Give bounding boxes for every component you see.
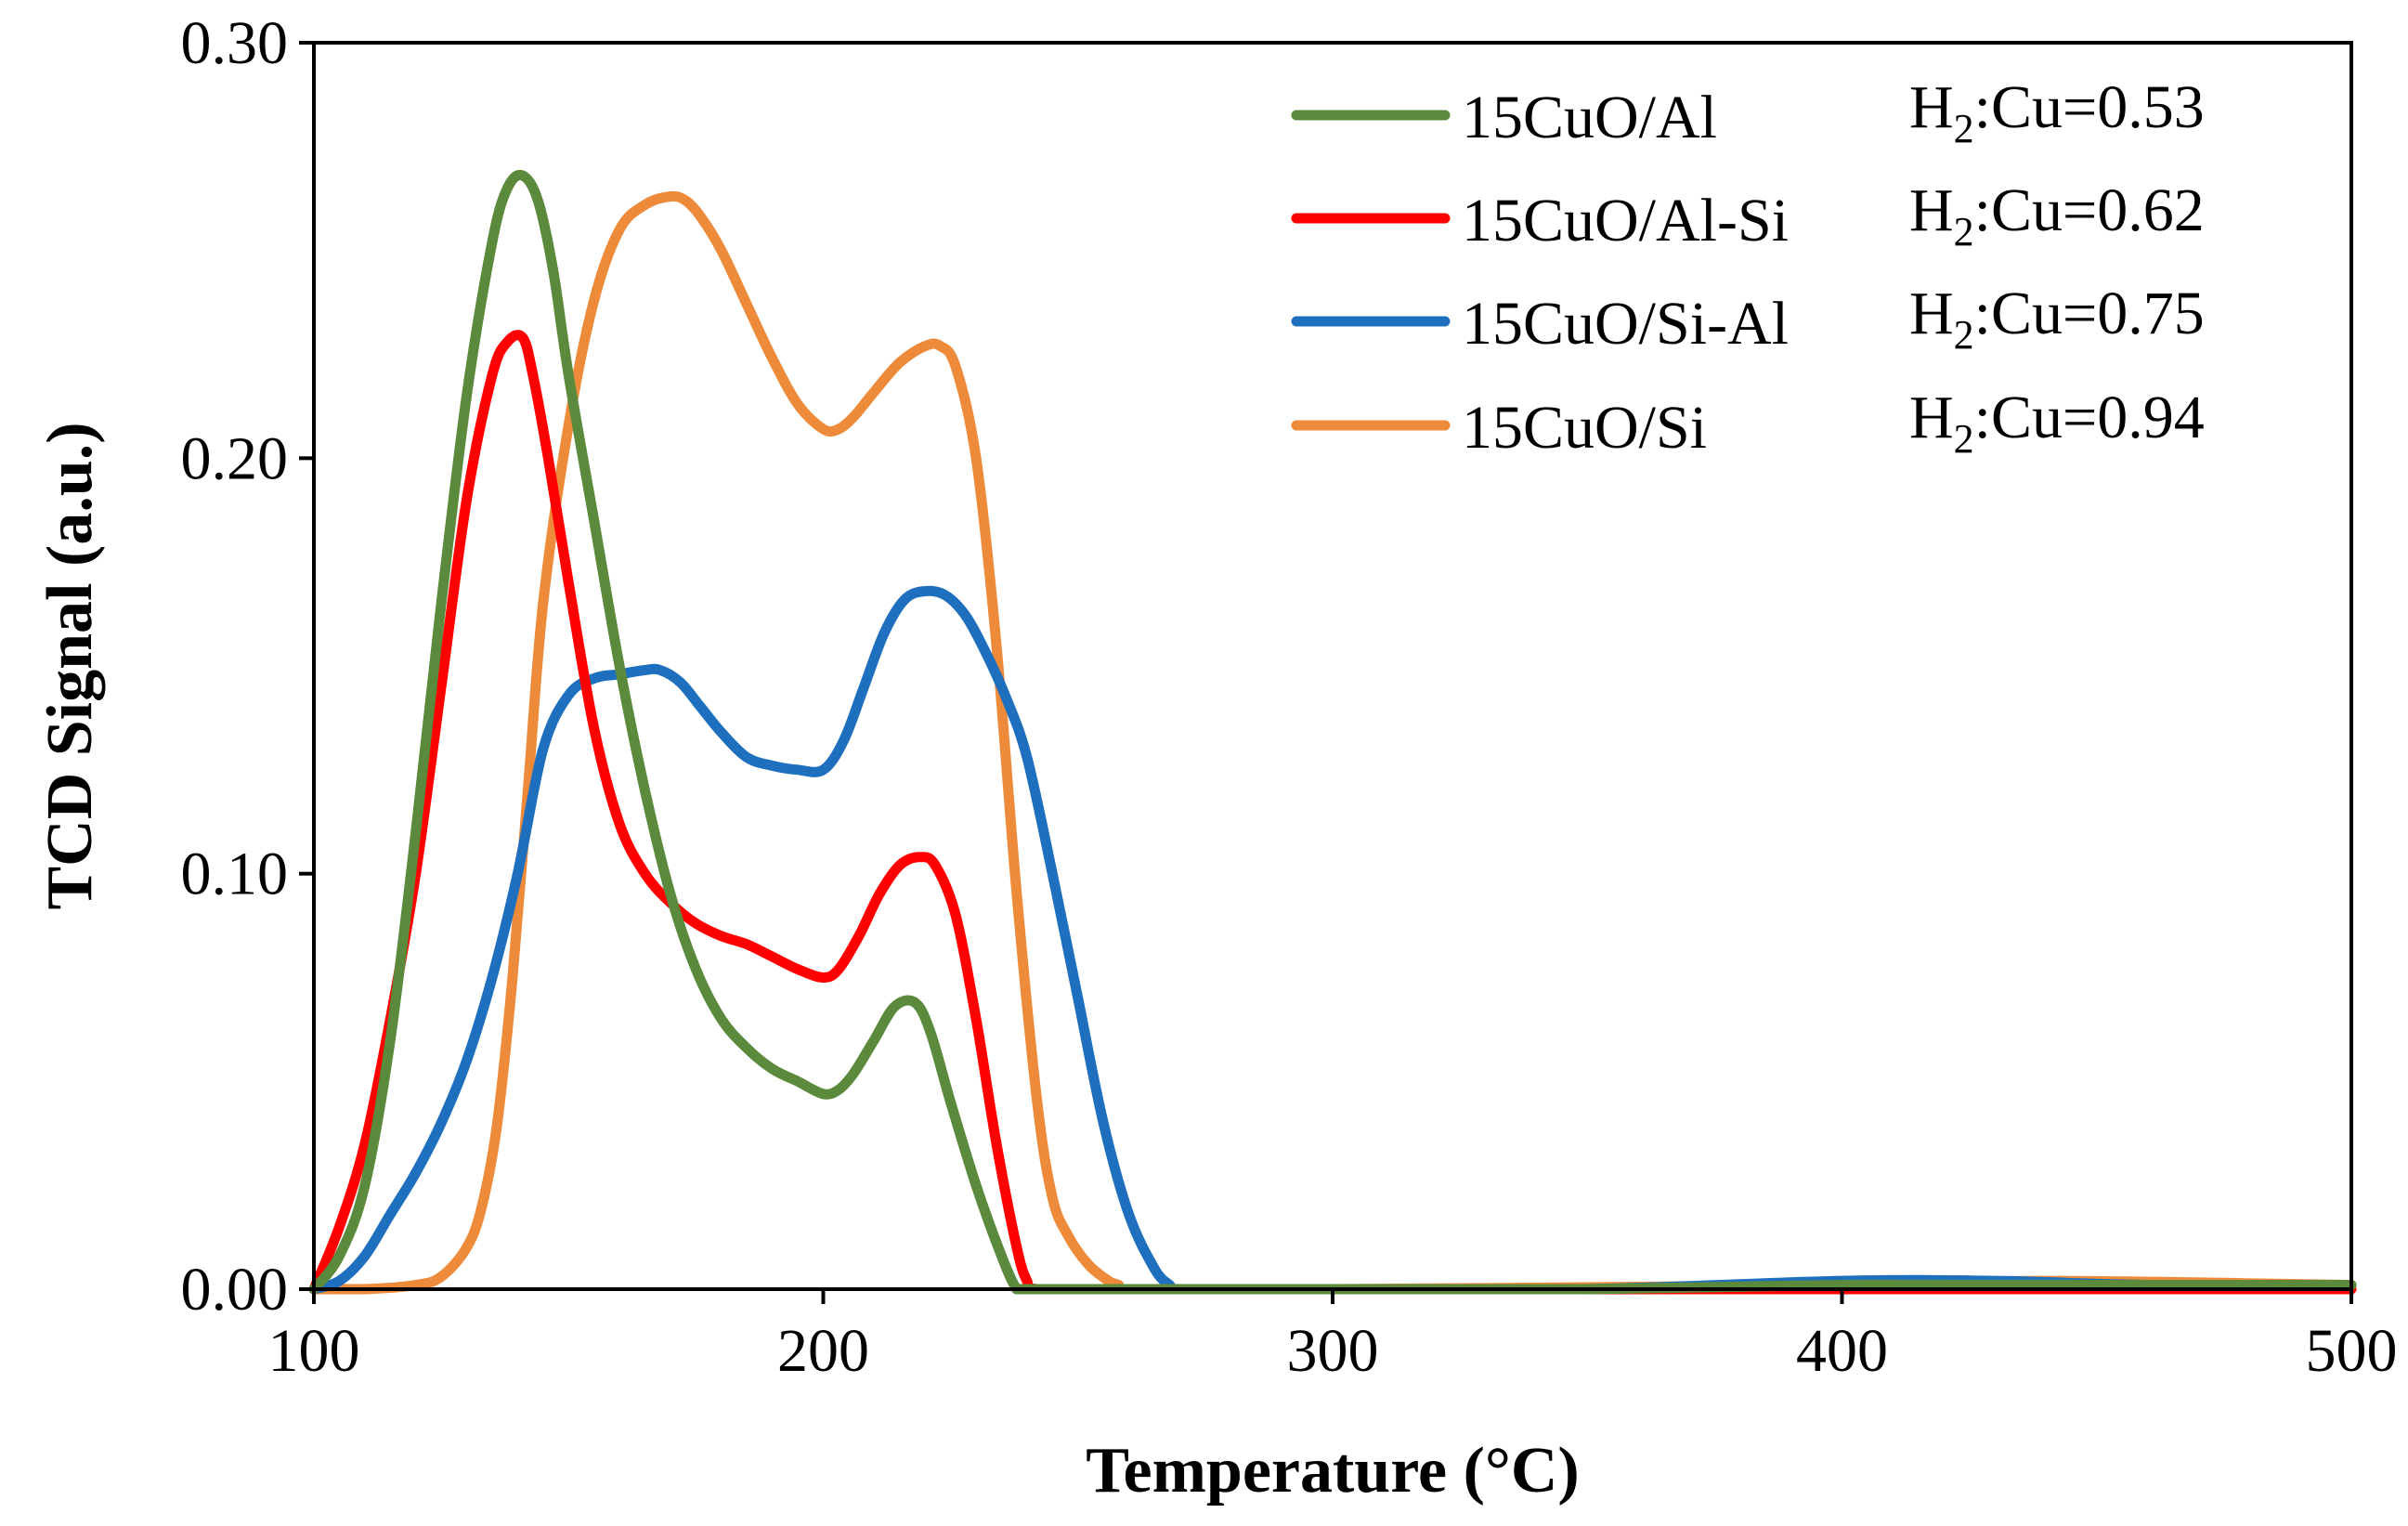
h2-cu-ratio-15cuo-si-al: H2:Cu=0.75 (1909, 280, 2205, 358)
y-tick-label: 0.00 (181, 1256, 289, 1324)
x-axis-title: Temperature (°C) (1086, 1435, 1580, 1506)
x-tick-label: 100 (268, 1317, 360, 1385)
ratio-subscript: 2 (1954, 416, 1974, 462)
y-axis-ticks: 0.00 0.10 0.20 0.30 (181, 9, 314, 1324)
legend-label-15cuo-si-al: 15CuO/Si-Al (1462, 290, 1789, 358)
ratio-prefix: H (1909, 176, 1954, 244)
legend-label-15cuo-al-si: 15CuO/Al-Si (1462, 187, 1789, 254)
ratio-value: :Cu=0.62 (1974, 176, 2205, 244)
ratio-prefix: H (1909, 280, 1954, 347)
ratio-prefix: H (1909, 384, 1954, 451)
h2-cu-ratio-15cuo-si: H2:Cu=0.94 (1909, 384, 2205, 462)
x-tick-label: 200 (777, 1317, 869, 1385)
ratio-value: :Cu=0.94 (1974, 384, 2205, 451)
x-tick-label: 300 (1287, 1317, 1379, 1385)
legend-label-15cuo-si: 15CuO/Si (1462, 394, 1707, 462)
ratio-subscript: 2 (1954, 312, 1974, 358)
ratio-subscript: 2 (1954, 106, 1974, 151)
ratio-value: :Cu=0.53 (1974, 73, 2205, 141)
x-tick-label: 500 (2306, 1317, 2398, 1385)
h2-cu-ratio-15cuo-al-si: H2:Cu=0.62 (1909, 176, 2205, 254)
y-axis-title: TCD Signal (a.u.) (34, 422, 106, 909)
y-tick-label: 0.20 (181, 424, 289, 492)
ratio-subscript: 2 (1954, 209, 1974, 254)
y-tick-label: 0.30 (181, 9, 289, 77)
h2-cu-ratio-15cuo-al: H2:Cu=0.53 (1909, 73, 2205, 151)
legend-label-15cuo-al: 15CuO/Al (1462, 84, 1717, 151)
x-axis-ticks: 100 200 300 400 500 (268, 1289, 2398, 1385)
ratio-value: :Cu=0.75 (1974, 280, 2205, 347)
y-tick-label: 0.10 (181, 841, 289, 908)
x-tick-label: 400 (1796, 1317, 1888, 1385)
ratio-prefix: H (1909, 73, 1954, 141)
